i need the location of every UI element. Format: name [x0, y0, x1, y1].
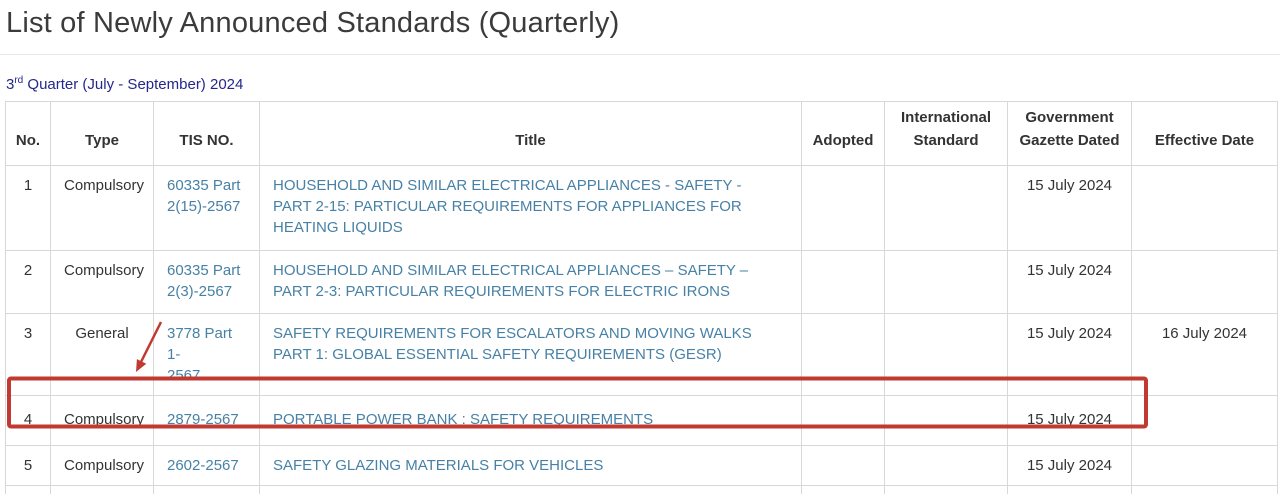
cell-title: PORTABLE POWER BANK : SAFETY REQUIREMENT…: [259, 395, 802, 446]
col-header-title: Title: [259, 101, 802, 166]
tis-no-link[interactable]: 60335 Part 2(15)-2567: [167, 177, 241, 215]
cell-adopted: [801, 395, 885, 446]
quarter-label: Quarter (July - September) 2024: [23, 76, 244, 93]
title-link[interactable]: SAFETY GLAZING MATERIALS FOR VEHICLES: [273, 457, 604, 474]
cell-title: HOUSEHOLD AND SIMILAR ELECTRICAL APPLIAN…: [259, 165, 802, 251]
col-header-no: No.: [5, 101, 51, 166]
cell-international-standard: [884, 313, 1008, 396]
page-title: List of Newly Announced Standards (Quart…: [6, 7, 620, 39]
cell-title: RESIDUAL CURRENT OPERATED CIRCUIT-BREAKE…: [259, 485, 802, 494]
cell-government-gazette-dated: 15 July 2024: [1007, 485, 1132, 494]
cell-type: Compulsory: [50, 250, 154, 314]
col-header-adopted: Adopted: [801, 101, 885, 166]
cell-tis-no: 909-2567: [153, 485, 260, 494]
title-link[interactable]: SAFETY REQUIREMENTS FOR ESCALATORS AND M…: [273, 325, 752, 363]
table-row-highlighted: 4 Compulsory 2879-2567 PORTABLE POWER BA…: [5, 395, 1278, 446]
cell-government-gazette-dated: 15 July 2024: [1007, 250, 1132, 314]
cell-type: Compulsory: [50, 485, 154, 494]
quarter-number: 3: [6, 76, 15, 93]
cell-no: 2: [5, 250, 51, 314]
cell-title: HOUSEHOLD AND SIMILAR ELECTRICAL APPLIAN…: [259, 250, 802, 314]
cell-adopted: [801, 250, 885, 314]
table-row: 1 Compulsory 60335 Part 2(15)-2567 HOUSE…: [5, 165, 1278, 251]
table-row: 6 Compulsory 909-2567 RESIDUAL CURRENT O…: [5, 485, 1278, 494]
cell-tis-no: 60335 Part 2(3)-2567: [153, 250, 260, 314]
cell-government-gazette-dated: 15 July 2024: [1007, 395, 1132, 446]
tis-no-link[interactable]: 3778 Part 1- 2567: [167, 325, 233, 384]
quarter-ordinal-suffix: rd: [14, 75, 24, 86]
cell-no: 4: [5, 395, 51, 446]
cell-tis-no: 3778 Part 1- 2567: [153, 313, 260, 396]
table-row: 5 Compulsory 2602-2567 SAFETY GLAZING MA…: [5, 445, 1278, 486]
cell-adopted: [801, 485, 885, 494]
col-header-effective-date: Effective Date: [1131, 101, 1278, 166]
title-divider: [0, 54, 1280, 55]
cell-international-standard: [884, 485, 1008, 494]
col-header-international-standard: International Standard: [884, 101, 1008, 166]
cell-tis-no: 60335 Part 2(15)-2567: [153, 165, 260, 251]
cell-international-standard: [884, 445, 1008, 486]
col-header-government-gazette-dated: Government Gazette Dated: [1007, 101, 1132, 166]
cell-international-standard: [884, 395, 1008, 446]
table-header-row: No. Type TIS NO. Title Adopted Internati…: [5, 101, 1278, 166]
title-link[interactable]: PORTABLE POWER BANK : SAFETY REQUIREMENT…: [273, 411, 654, 428]
cell-type: Compulsory: [50, 445, 154, 486]
cell-tis-no: 2879-2567: [153, 395, 260, 446]
table-row: 3 General 3778 Part 1- 2567 SAFETY REQUI…: [5, 313, 1278, 396]
tis-no-link[interactable]: 2602-2567: [167, 457, 239, 474]
cell-effective-date: [1131, 165, 1278, 251]
cell-title: SAFETY GLAZING MATERIALS FOR VEHICLES: [259, 445, 802, 486]
cell-effective-date: [1131, 485, 1278, 494]
cell-adopted: [801, 313, 885, 396]
cell-no: 1: [5, 165, 51, 251]
cell-adopted: [801, 165, 885, 251]
cell-type: General: [50, 313, 154, 396]
cell-effective-date: [1131, 250, 1278, 314]
cell-no: 3: [5, 313, 51, 396]
cell-type: Compulsory: [50, 395, 154, 446]
cell-international-standard: [884, 165, 1008, 251]
tis-no-link[interactable]: 2879-2567: [167, 411, 239, 428]
cell-effective-date: [1131, 445, 1278, 486]
cell-no: 5: [5, 445, 51, 486]
cell-effective-date: [1131, 395, 1278, 446]
col-header-type: Type: [50, 101, 154, 166]
tis-no-link[interactable]: 60335 Part 2(3)-2567: [167, 262, 241, 300]
cell-government-gazette-dated: 15 July 2024: [1007, 445, 1132, 486]
cell-international-standard: [884, 250, 1008, 314]
title-link[interactable]: HOUSEHOLD AND SIMILAR ELECTRICAL APPLIAN…: [273, 177, 742, 236]
standards-table: No. Type TIS NO. Title Adopted Internati…: [5, 101, 1278, 494]
cell-government-gazette-dated: 15 July 2024: [1007, 313, 1132, 396]
cell-no: 6: [5, 485, 51, 494]
cell-tis-no: 2602-2567: [153, 445, 260, 486]
col-header-tis-no: TIS NO.: [153, 101, 260, 166]
title-link[interactable]: HOUSEHOLD AND SIMILAR ELECTRICAL APPLIAN…: [273, 262, 749, 300]
cell-type: Compulsory: [50, 165, 154, 251]
cell-effective-date: 16 July 2024: [1131, 313, 1278, 396]
cell-government-gazette-dated: 15 July 2024: [1007, 165, 1132, 251]
cell-adopted: [801, 445, 885, 486]
table-row: 2 Compulsory 60335 Part 2(3)-2567 HOUSEH…: [5, 250, 1278, 314]
cell-title: SAFETY REQUIREMENTS FOR ESCALATORS AND M…: [259, 313, 802, 396]
quarter-heading-link[interactable]: 3rd Quarter (July - September) 2024: [6, 75, 243, 93]
